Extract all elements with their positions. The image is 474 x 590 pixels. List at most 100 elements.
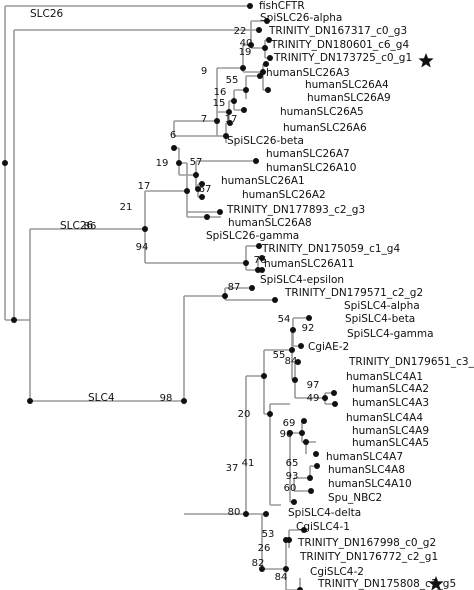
- taxon-label: humanSLC26A3: [266, 67, 350, 79]
- tree-node: [256, 243, 262, 249]
- tree-node: [176, 160, 182, 166]
- taxon-label: humanSLC4A2: [352, 383, 429, 395]
- tree-node: [259, 267, 265, 273]
- tree-node: [184, 188, 190, 194]
- tree-node: [259, 566, 265, 572]
- taxon-label: humanSLC26A11: [264, 258, 354, 270]
- support-value: 26: [258, 543, 271, 554]
- tree-node: [267, 55, 273, 61]
- support-value: 16: [214, 87, 227, 98]
- tree-node: [264, 18, 270, 24]
- tree-node: [243, 511, 249, 517]
- taxon-label: humanSLC4A8: [328, 464, 405, 476]
- taxon-label: SpiSLC4-beta: [345, 313, 415, 325]
- taxon-label: humanSLC4A1: [346, 371, 423, 383]
- taxon-label: humanSLC4A4: [346, 412, 423, 424]
- support-value: 82: [252, 558, 265, 569]
- taxon-label: humanSLC26A8: [228, 217, 312, 229]
- tree-node: [227, 120, 233, 126]
- tree-node: [222, 293, 228, 299]
- clade-label: SLC4: [88, 392, 115, 404]
- tree-node: [262, 45, 268, 51]
- tree-node: [301, 418, 307, 424]
- tree-node: [2, 160, 8, 166]
- tree-node: [313, 451, 319, 457]
- support-value: 53: [262, 529, 275, 540]
- highlight-stars: [418, 53, 444, 590]
- tree-node: [291, 499, 297, 505]
- support-value: 84: [285, 356, 298, 367]
- support-value: 87: [228, 282, 241, 293]
- tree-node: [261, 373, 267, 379]
- support-value: 17: [225, 114, 238, 125]
- taxon-label: SpiSLC4-gamma: [347, 328, 434, 340]
- tree-node: [263, 61, 269, 67]
- tree-node: [195, 186, 201, 192]
- support-value: 9: [201, 66, 207, 77]
- tree-node: [287, 430, 293, 436]
- star-marker-icon: [418, 53, 434, 68]
- tree-nodes: [2, 3, 338, 590]
- support-value: 55: [226, 75, 239, 86]
- taxon-label: SpiSLC4-delta: [288, 507, 361, 519]
- tree-node: [298, 343, 304, 349]
- tree-node: [283, 537, 289, 543]
- support-value: 54: [278, 314, 291, 325]
- tree-node: [332, 401, 338, 407]
- support-value: 40: [240, 38, 253, 49]
- taxon-label: TRINITY_DN179651_c3_g2: [348, 356, 474, 368]
- tree-node: [267, 411, 273, 417]
- support-value: 21: [120, 202, 133, 213]
- tree-node: [303, 439, 309, 445]
- tree-node: [241, 107, 247, 113]
- tree-node: [253, 158, 259, 164]
- tree-node: [259, 255, 265, 261]
- support-value: 65: [286, 458, 299, 469]
- tree-node: [297, 587, 303, 590]
- support-value: 84: [275, 572, 288, 583]
- support-value: 49: [307, 393, 320, 404]
- tree-node: [256, 27, 262, 33]
- tree-node: [265, 87, 271, 93]
- tree-node: [199, 181, 205, 187]
- tree-node: [223, 133, 229, 139]
- taxon-label: humanSLC4A5: [352, 437, 429, 449]
- star-marker-icon: [428, 576, 444, 590]
- tree-node: [171, 145, 177, 151]
- taxon-label: humanSLC26A10: [266, 162, 356, 174]
- tree-node: [231, 98, 237, 104]
- support-value: 57: [190, 157, 203, 168]
- taxon-label: TRINITY_DN173725_c0_g1: [273, 52, 412, 64]
- support-value: 67: [199, 184, 212, 195]
- tree-node: [204, 214, 210, 220]
- taxon-label: TRINITY_DN179571_c2_g2: [284, 287, 423, 299]
- support-value: 80: [228, 507, 241, 518]
- taxon-label: humanSLC4A9: [352, 425, 429, 437]
- taxon-label: humanSLC26A1: [221, 175, 305, 187]
- support-value: 76: [254, 255, 267, 266]
- clade-label: SLC26: [60, 220, 94, 232]
- support-value: 19: [239, 47, 252, 58]
- tree-node: [226, 109, 232, 115]
- support-value: 20: [238, 409, 251, 420]
- tree-node: [199, 194, 205, 200]
- support-value: 22: [234, 26, 247, 37]
- taxon-label: humanSLC26A6: [283, 122, 367, 134]
- tree-node: [11, 317, 17, 323]
- taxon-label: CgiSLC4-2: [310, 566, 364, 578]
- tree-node: [301, 527, 307, 533]
- tree-node: [289, 347, 295, 353]
- taxon-label: SpiSLC4-alpha: [344, 300, 420, 312]
- tree-node: [331, 390, 337, 396]
- tree-node: [243, 260, 249, 266]
- tree-node: [314, 463, 320, 469]
- taxon-label: humanSLC26A4: [305, 79, 389, 91]
- taxon-label: TRINITY_DN176772_c2_g1: [299, 551, 438, 563]
- taxon-labels: fishCFTRSpiSLC26-alphaTRINITY_DN167317_c…: [206, 0, 474, 590]
- taxon-label: CgiAE-2: [308, 341, 349, 353]
- support-value: 92: [302, 323, 315, 334]
- taxon-label: TRINITY_DN175059_c1_g4: [261, 243, 400, 255]
- taxon-label: humanSLC4A10: [328, 478, 412, 490]
- taxon-label: Spu_NBC2: [328, 492, 382, 504]
